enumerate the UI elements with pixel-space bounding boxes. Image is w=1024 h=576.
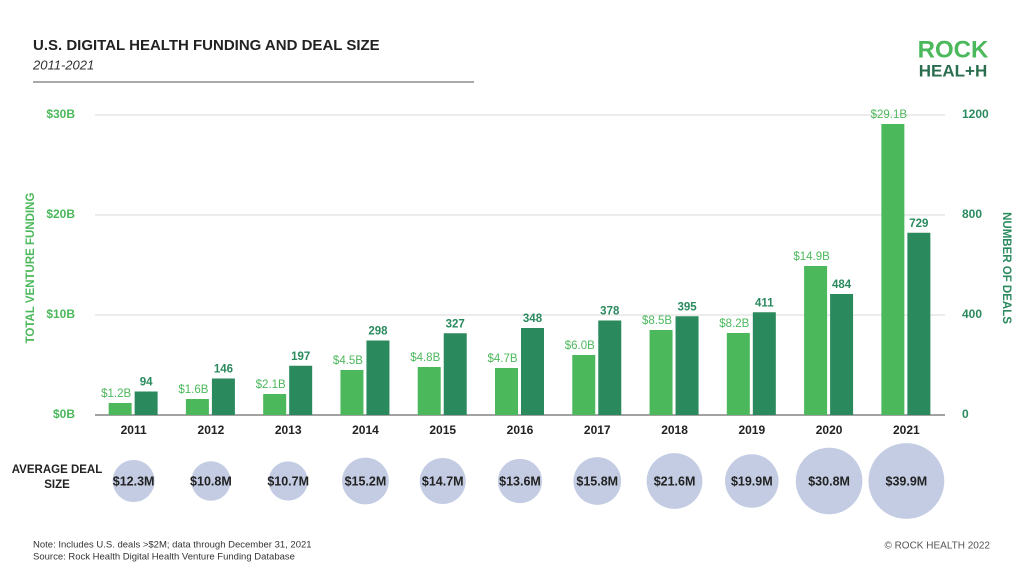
bar xyxy=(211,378,235,415)
y-tick-label: $30B xyxy=(46,107,75,121)
deal-size-label: $13.6M xyxy=(499,474,541,488)
bar xyxy=(726,333,750,415)
value-label: $8.5B xyxy=(642,315,672,327)
deal-size-label: $30.8M xyxy=(808,474,850,488)
value-label: $6.0B xyxy=(565,340,595,352)
x-tick-label: 2014 xyxy=(352,423,379,437)
x-tick-label: 2012 xyxy=(198,423,225,437)
x-tick-label: 2017 xyxy=(584,423,611,437)
bar xyxy=(572,355,596,415)
value-label: 395 xyxy=(677,301,697,313)
bar xyxy=(289,365,313,415)
value-label: $8.2B xyxy=(719,318,749,330)
deal-size-bubble xyxy=(868,443,945,519)
y2-tick-label: 1200 xyxy=(962,107,989,121)
chart-subtitle: 2011-2021 xyxy=(32,57,94,72)
bar xyxy=(340,370,364,415)
value-label: $4.5B xyxy=(333,355,363,367)
deal-size-label: $19.9M xyxy=(731,474,773,488)
value-label: 729 xyxy=(909,218,928,230)
deal-size-bubble xyxy=(573,457,622,505)
logo-top: ROCK xyxy=(918,36,989,63)
deal-size-label: $12.3M xyxy=(113,474,155,488)
value-label: $14.9B xyxy=(793,251,830,263)
y2-axis-label: NUMBER OF DEALS xyxy=(1000,212,1012,324)
bar xyxy=(649,330,673,415)
deal-size-bubble xyxy=(191,461,231,501)
value-label: 94 xyxy=(140,377,153,389)
value-label: 484 xyxy=(832,279,852,291)
deal-size-label: $14.7M xyxy=(422,474,464,488)
value-label: 378 xyxy=(600,306,620,318)
x-tick-label: 2011 xyxy=(121,423,147,437)
deal-size-bubble xyxy=(497,458,543,504)
value-label: $4.8B xyxy=(410,352,440,364)
deal-size-label: $21.6M xyxy=(654,474,696,488)
bar xyxy=(804,266,828,415)
deal-size-bubble xyxy=(419,457,466,505)
value-label: 327 xyxy=(446,318,465,330)
y-tick-label: $0B xyxy=(53,407,75,421)
bar xyxy=(134,391,158,415)
y-tick-label: $20B xyxy=(46,207,75,221)
deal-size-label: $15.8M xyxy=(576,474,618,488)
value-label: 146 xyxy=(214,364,233,376)
value-label: 298 xyxy=(368,326,388,338)
bar xyxy=(443,333,467,415)
x-tick-label: 2021 xyxy=(893,423,920,437)
bar xyxy=(907,232,931,415)
bar xyxy=(417,367,441,415)
bar xyxy=(495,368,518,415)
bar xyxy=(830,294,854,415)
deal-size-bubble xyxy=(112,459,155,503)
y2-tick-label: 0 xyxy=(962,407,969,421)
deal-size-label: $39.9M xyxy=(886,474,928,488)
copyright: © ROCK HEALTH 2022 xyxy=(884,541,990,552)
bar xyxy=(366,340,390,415)
y2-tick-label: 400 xyxy=(962,307,982,321)
deal-size-label: $15.2M xyxy=(345,474,387,488)
note: Note: Includes U.S. deals >$2M; data thr… xyxy=(33,540,312,551)
bar xyxy=(752,312,776,415)
value-label: $2.1B xyxy=(256,379,286,391)
deal-size-bubble xyxy=(268,461,308,501)
chart-title: U.S. DIGITAL HEALTH FUNDING AND DEAL SIZ… xyxy=(33,37,380,54)
value-label: 411 xyxy=(755,297,774,309)
bar xyxy=(598,320,622,415)
bar xyxy=(521,328,544,415)
y-tick-label: $10B xyxy=(46,307,75,321)
deal-size-bubble xyxy=(646,453,703,509)
deal-size-bubble xyxy=(725,454,779,508)
bar xyxy=(185,399,209,415)
bar xyxy=(675,316,699,415)
x-tick-label: 2020 xyxy=(816,423,843,437)
logo-bottom: HEAL+H xyxy=(919,61,987,80)
deal-size-label: $10.7M xyxy=(267,474,309,488)
deal-size-label: $10.8M xyxy=(190,474,232,488)
value-label: $1.6B xyxy=(178,384,208,396)
source: Source: Rock Health Digital Health Ventu… xyxy=(33,552,295,563)
deal-size-bubble xyxy=(795,447,863,515)
x-tick-label: 2016 xyxy=(507,423,534,437)
value-label: 348 xyxy=(523,313,543,325)
bar xyxy=(108,403,132,415)
bar xyxy=(881,124,905,415)
value-label: 197 xyxy=(291,351,310,363)
deal-size-title: AVERAGE DEAL SIZE xyxy=(12,464,103,491)
x-tick-label: 2015 xyxy=(429,423,456,437)
x-tick-label: 2018 xyxy=(661,423,688,437)
bar xyxy=(263,394,287,415)
y2-tick-label: 800 xyxy=(962,207,982,221)
value-label: $1.2B xyxy=(101,388,131,400)
deal-size-bubble xyxy=(342,457,389,505)
x-tick-label: 2013 xyxy=(275,423,302,437)
y-axis-label: TOTAL VENTURE FUNDING xyxy=(25,193,37,344)
value-label: $4.7B xyxy=(487,353,517,365)
value-label: $29.1B xyxy=(871,109,908,121)
x-tick-label: 2019 xyxy=(738,423,765,437)
